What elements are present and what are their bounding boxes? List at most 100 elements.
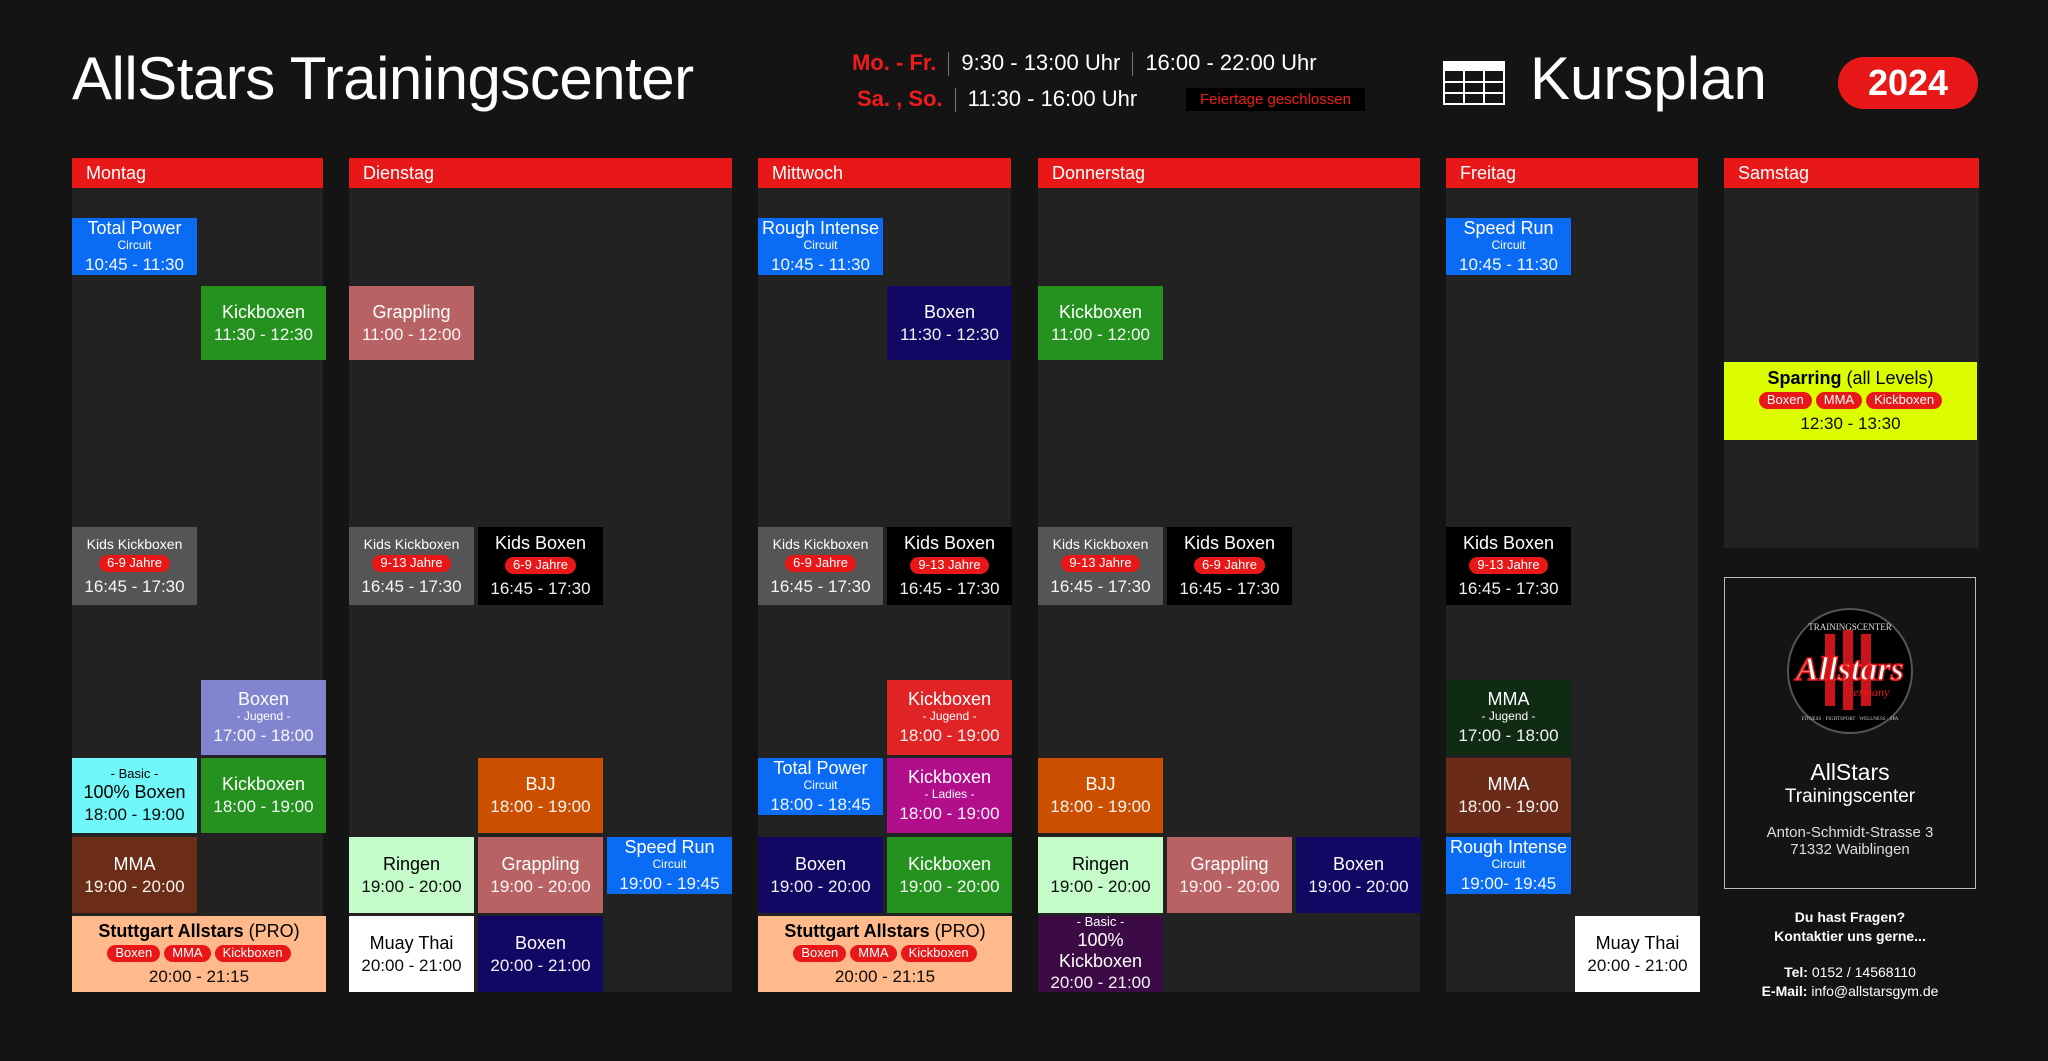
class-block[interactable]: Kids Boxen 9-13 Jahre 16:45 - 17:30 bbox=[1446, 527, 1571, 605]
class-block[interactable]: Rough Intense Circuit 19:00- 19:45 bbox=[1446, 837, 1571, 894]
class-block[interactable]: Total Power Circuit 10:45 - 11:30 bbox=[72, 218, 197, 275]
email-link[interactable]: info@allstarsgym.de bbox=[1811, 983, 1939, 999]
class-title: Grappling bbox=[372, 301, 451, 322]
class-block[interactable]: Kids Boxen 6-9 Jahre 16:45 - 17:30 bbox=[478, 527, 603, 605]
class-title: Grappling bbox=[501, 853, 580, 874]
weekend-hours: Sa. , So. 11:30 - 16:00 Uhr bbox=[857, 86, 1138, 113]
class-block[interactable]: Muay Thai 20:00 - 21:00 bbox=[349, 916, 474, 992]
class-block[interactable]: BJJ 18:00 - 19:00 bbox=[478, 758, 603, 833]
class-block[interactable]: Kickboxen 11:30 - 12:30 bbox=[201, 286, 326, 360]
class-block[interactable]: Speed Run Circuit 19:00 - 19:45 bbox=[607, 837, 732, 894]
schedule-title: Kursplan bbox=[1530, 45, 1767, 112]
class-block[interactable]: MMA 18:00 - 19:00 bbox=[1446, 758, 1571, 833]
class-block[interactable]: Kickboxen - Jugend -18:00 - 19:00 bbox=[887, 680, 1012, 755]
class-level: - Basic - bbox=[1076, 914, 1125, 930]
tag-list: 6-9 Jahre bbox=[785, 554, 856, 572]
class-block[interactable]: Kids Kickboxen 6-9 Jahre 16:45 - 17:30 bbox=[72, 527, 197, 605]
class-time: 19:00- 19:45 bbox=[1460, 873, 1557, 893]
class-title: Muay Thai bbox=[1595, 932, 1680, 953]
class-block[interactable]: Boxen - Jugend -17:00 - 18:00 bbox=[201, 680, 326, 755]
class-block[interactable]: Rough Intense Circuit 10:45 - 11:30 bbox=[758, 218, 883, 275]
class-title: Rough Intense bbox=[1449, 837, 1568, 858]
class-block[interactable]: Kids Boxen 6-9 Jahre 16:45 - 17:30 bbox=[1167, 527, 1292, 605]
class-time: 19:00 - 20:00 bbox=[84, 876, 185, 896]
class-time: 20:00 - 21:00 bbox=[490, 955, 591, 975]
class-time: 11:00 - 12:00 bbox=[1051, 324, 1150, 344]
class-time: 18:00 - 19:00 bbox=[899, 725, 1000, 745]
class-block[interactable]: Muay Thai 20:00 - 21:00 bbox=[1575, 916, 1700, 992]
class-time: 16:45 - 17:30 bbox=[1179, 579, 1280, 599]
class-time: 16:45 - 17:30 bbox=[84, 576, 185, 596]
class-block[interactable]: Boxen 19:00 - 20:00 bbox=[758, 837, 883, 913]
class-time: 20:00 - 21:00 bbox=[1587, 955, 1688, 975]
class-block[interactable]: Kids Kickboxen 9-13 Jahre 16:45 - 17:30 bbox=[349, 527, 474, 605]
class-time: 19:00 - 20:00 bbox=[490, 876, 591, 896]
class-block[interactable]: Kickboxen 11:00 - 12:00 bbox=[1038, 286, 1163, 360]
class-block[interactable]: - Basic -100% Boxen 18:00 - 19:00 bbox=[72, 758, 197, 833]
class-time: 18:00 - 19:00 bbox=[213, 797, 314, 817]
class-block[interactable]: Total Power Circuit 18:00 - 18:45 bbox=[758, 758, 883, 815]
class-block[interactable]: - Basic -100% Kickboxen 20:00 - 21:00 bbox=[1038, 914, 1163, 992]
email-label: E-Mail: bbox=[1761, 983, 1808, 999]
class-block[interactable]: Stuttgart Allstars (PRO) Boxen MMA Kickboxe… bbox=[72, 916, 326, 992]
class-time: 19:00 - 20:00 bbox=[1308, 876, 1409, 896]
tag-badge: MMA bbox=[164, 945, 211, 963]
class-title: Kids Kickboxen bbox=[772, 535, 869, 552]
tag-list: 9-13 Jahre bbox=[1469, 557, 1548, 575]
class-time: 19:00 - 20:00 bbox=[899, 876, 1000, 896]
class-title: Kickboxen bbox=[221, 301, 306, 322]
tag-badge: 6-9 Jahre bbox=[1194, 557, 1265, 575]
class-block[interactable]: Ringen 19:00 - 20:00 bbox=[1038, 837, 1163, 913]
tag-badge: Kickboxen bbox=[214, 945, 291, 963]
weekday-hours-1: 9:30 - 13:00 Uhr bbox=[961, 50, 1121, 75]
class-title: Speed Run bbox=[1463, 218, 1554, 239]
tag-list: Boxen MMA Kickboxen bbox=[107, 945, 291, 963]
class-time: 19:00 - 20:00 bbox=[1050, 876, 1151, 896]
class-time: 18:00 - 19:00 bbox=[84, 804, 185, 824]
class-time: 10:45 - 11:30 bbox=[1459, 254, 1558, 274]
class-title: Boxen bbox=[237, 689, 290, 710]
class-subtitle: - Jugend - bbox=[1481, 709, 1536, 724]
class-block[interactable]: Stuttgart Allstars (PRO) Boxen MMA Kickboxe… bbox=[758, 916, 1012, 992]
class-block[interactable]: Grappling 19:00 - 20:00 bbox=[1167, 837, 1292, 913]
svg-text:Germany: Germany bbox=[1845, 685, 1890, 699]
address-street: Anton-Schmidt-Strasse 3 bbox=[1766, 824, 1934, 841]
class-block[interactable]: BJJ 18:00 - 19:00 bbox=[1038, 758, 1163, 833]
divider bbox=[1132, 52, 1134, 77]
class-time: 16:45 - 17:30 bbox=[1050, 576, 1151, 596]
class-block[interactable]: Kickboxen 19:00 - 20:00 bbox=[887, 837, 1012, 913]
tag-list: 6-9 Jahre bbox=[1194, 557, 1265, 575]
class-block[interactable]: Speed Run Circuit 10:45 - 11:30 bbox=[1446, 218, 1571, 275]
class-block[interactable]: Boxen 20:00 - 21:00 bbox=[478, 916, 603, 992]
day-header: Dienstag bbox=[349, 158, 732, 188]
class-block[interactable]: Sparring (all Levels) Boxen MMA Kickboxen 12… bbox=[1724, 362, 1977, 440]
class-block[interactable]: Ringen 19:00 - 20:00 bbox=[349, 837, 474, 913]
class-block[interactable]: MMA - Jugend -17:00 - 18:00 bbox=[1446, 680, 1571, 755]
class-block[interactable]: Grappling 19:00 - 20:00 bbox=[478, 837, 603, 913]
class-title: Kids Kickboxen bbox=[1052, 535, 1149, 552]
class-block[interactable]: Kickboxen - Ladies -18:00 - 19:00 bbox=[887, 758, 1012, 833]
class-title: Muay Thai bbox=[369, 932, 454, 953]
class-time: 16:45 - 17:30 bbox=[899, 579, 1000, 599]
class-subtitle: Circuit bbox=[117, 238, 152, 253]
class-block[interactable]: Kids Kickboxen 9-13 Jahre 16:45 - 17:30 bbox=[1038, 527, 1163, 605]
class-subtitle: Circuit bbox=[1491, 857, 1526, 872]
class-block[interactable]: Boxen 19:00 - 20:00 bbox=[1296, 837, 1421, 913]
class-title: Kids Kickboxen bbox=[86, 535, 183, 552]
page-title: AllStars Trainingscenter bbox=[72, 45, 694, 112]
tag-badge: 9-13 Jahre bbox=[1061, 554, 1140, 572]
class-block[interactable]: Kids Kickboxen 6-9 Jahre 16:45 - 17:30 bbox=[758, 527, 883, 605]
tag-badge: 9-13 Jahre bbox=[910, 557, 989, 575]
class-title: Boxen bbox=[794, 853, 847, 874]
class-subtitle: - Jugend - bbox=[922, 709, 977, 724]
class-title: Kids Kickboxen bbox=[363, 535, 460, 552]
class-block[interactable]: Kickboxen 18:00 - 19:00 bbox=[201, 758, 326, 833]
class-block[interactable]: Kids Boxen 9-13 Jahre 16:45 - 17:30 bbox=[887, 527, 1012, 605]
weekend-hours-value: 11:30 - 16:00 Uhr bbox=[967, 86, 1138, 111]
class-block[interactable]: Boxen 11:30 - 12:30 bbox=[887, 286, 1012, 360]
class-block[interactable]: Grappling 11:00 - 12:00 bbox=[349, 286, 474, 360]
tel-link[interactable]: 0152 / 14568110 bbox=[1811, 964, 1916, 980]
class-block[interactable]: MMA 19:00 - 20:00 bbox=[72, 837, 197, 913]
class-time: 20:00 - 21:00 bbox=[361, 955, 462, 975]
tag-list: Boxen MMA Kickboxen bbox=[793, 945, 977, 963]
